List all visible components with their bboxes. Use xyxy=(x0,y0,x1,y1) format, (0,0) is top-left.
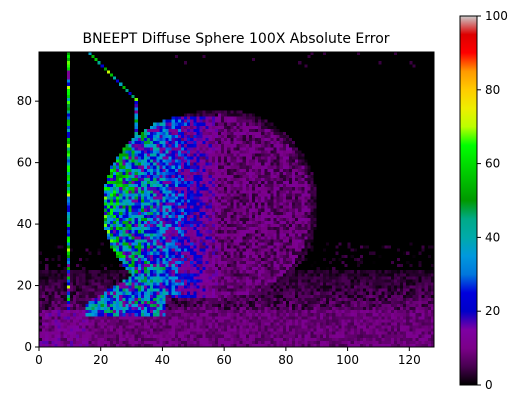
colorbar xyxy=(459,15,478,386)
colorbar-tick-label: 20 xyxy=(485,304,500,318)
plot-frame xyxy=(38,51,435,348)
colorbar-ticks: 0 20 40 60 80 100 xyxy=(477,9,508,392)
x-tick-label: 40 xyxy=(155,353,170,367)
x-tick-label: 80 xyxy=(278,353,293,367)
y-axis: 0 20 40 60 80 xyxy=(17,94,39,354)
x-axis: 0 20 40 60 80 100 120 xyxy=(35,347,421,367)
heatmap-image xyxy=(39,52,434,347)
y-tick-label: 20 xyxy=(17,279,32,293)
y-tick-label: 40 xyxy=(17,217,32,231)
x-tick-label: 120 xyxy=(398,353,421,367)
x-tick-label: 20 xyxy=(93,353,108,367)
x-tick-label: 100 xyxy=(336,353,359,367)
x-tick-label: 60 xyxy=(217,353,232,367)
x-tick-label: 0 xyxy=(35,353,43,367)
colorbar-tick-label: 40 xyxy=(485,230,500,244)
y-tick-label: 0 xyxy=(24,340,32,354)
y-tick-label: 60 xyxy=(17,156,32,170)
chart-title: BNEEPT Diffuse Sphere 100X Absolute Erro… xyxy=(82,31,389,47)
colorbar-tick-label: 80 xyxy=(485,83,500,97)
colorbar-tick-label: 100 xyxy=(485,9,508,23)
y-tick-label: 80 xyxy=(17,94,32,108)
colorbar-tick-label: 60 xyxy=(485,157,500,171)
colorbar-tick-label: 0 xyxy=(485,378,493,392)
